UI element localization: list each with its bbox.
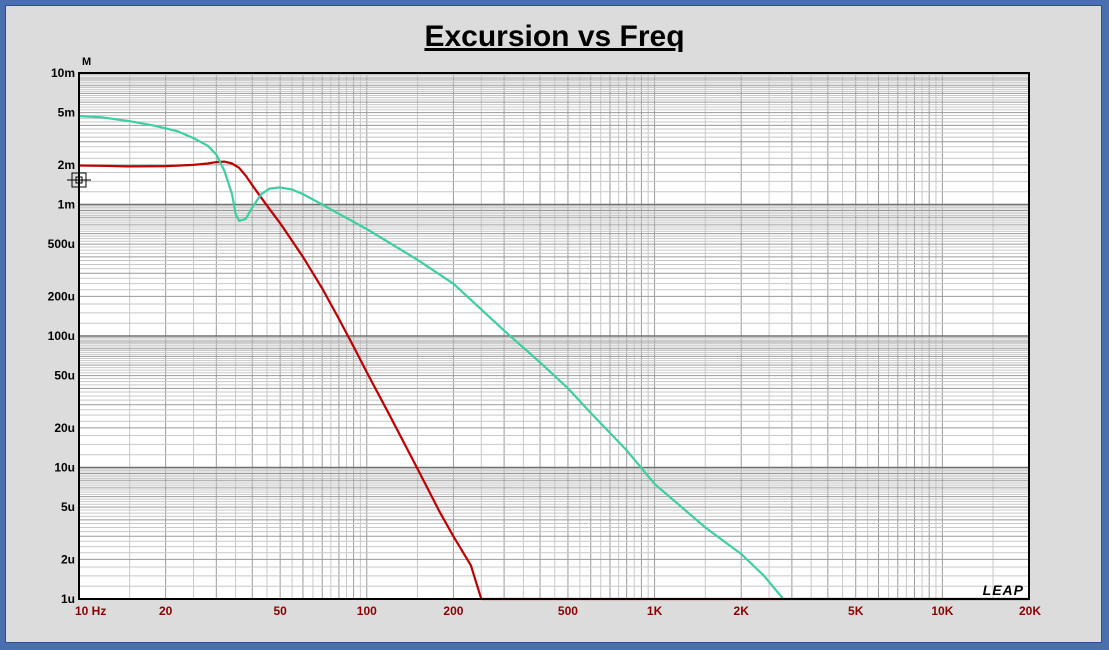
y-tick-label: 10u (54, 461, 75, 475)
y-tick-label: 50u (54, 369, 75, 383)
x-tick-label: 5K (848, 604, 864, 618)
x-tick-label: 10K (931, 604, 953, 618)
x-tick-label: 2K (734, 604, 750, 618)
x-tick-label: 10 Hz (75, 604, 106, 618)
y-tick-label: 1u (61, 592, 75, 606)
series-line-1 (78, 160, 1029, 601)
y-tick-label: 10m (51, 66, 75, 80)
grid (79, 73, 1029, 600)
y-tick-label: 100u (48, 329, 75, 343)
x-tick-label: 500 (558, 604, 578, 618)
x-tick-label: 20K (1019, 604, 1041, 618)
x-tick-label: 50 (273, 604, 287, 618)
chart-title: Excursion vs Freq (424, 20, 685, 53)
y-tick-label: 200u (48, 289, 75, 303)
x-tick-label: 200 (443, 604, 463, 618)
series-line-2 (78, 115, 1029, 601)
leap-logo: LEAP (983, 582, 1024, 598)
x-tick-label: 20 (159, 604, 173, 618)
y-tick-label: 20u (54, 421, 75, 435)
y-tick-label: 5m (58, 106, 75, 120)
x-tick-labels: 10 Hz 20 50 100 200 500 1K 2K 5K 10K 20K (75, 604, 1041, 618)
plot-border (78, 72, 1030, 600)
y-tick-label: 1m (58, 198, 75, 212)
x-tick-label: 1K (647, 604, 663, 618)
y-tick-label: 5u (61, 500, 75, 514)
y-tick-label: 500u (48, 237, 75, 251)
x-tick-label: 100 (357, 604, 377, 618)
y-tick-labels: 10m 5m 2m 1m 500u 200u 100u 50u 20u 10u 5u 2u 1u (48, 66, 75, 606)
y-axis-unit-label: M (82, 56, 91, 68)
y-tick-label: 2m (58, 158, 75, 172)
cursor-marker-icon[interactable] (67, 168, 91, 192)
series-group (78, 115, 1029, 601)
y-tick-label: 2u (61, 552, 75, 566)
